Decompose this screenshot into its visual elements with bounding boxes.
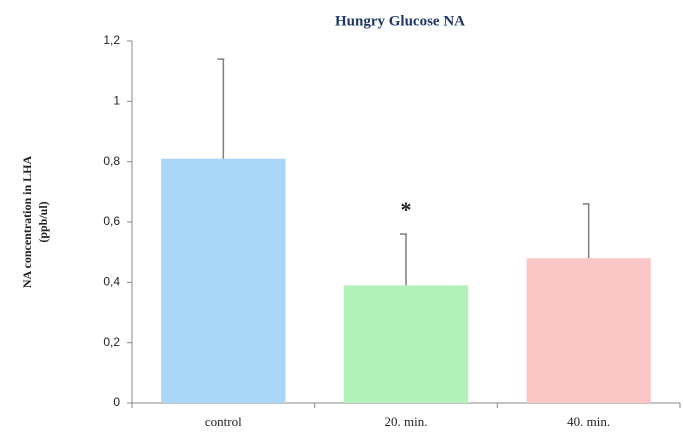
annotation: * xyxy=(401,197,412,222)
chart-title: Hungry Glucose NA xyxy=(335,13,465,29)
x-tick-label: 20. min. xyxy=(385,414,428,429)
bar xyxy=(526,258,651,403)
y-axis-label: NA concentration in LHA xyxy=(20,156,34,289)
y-tick-label: 0,6 xyxy=(103,214,120,228)
y-tick-label: 1,2 xyxy=(103,33,120,47)
bar xyxy=(161,158,286,403)
bar xyxy=(343,285,469,403)
y-tick-label: 0,8 xyxy=(103,154,120,168)
x-tick-label: 40. min. xyxy=(567,414,610,429)
y-axis-label: (ppb/ul) xyxy=(36,201,50,242)
x-tick-label: control xyxy=(205,414,242,429)
y-tick-label: 0,2 xyxy=(103,335,120,349)
y-tick-label: 0,4 xyxy=(103,275,120,289)
y-tick-label: 1 xyxy=(113,94,120,108)
y-tick-label: 0 xyxy=(113,395,120,409)
